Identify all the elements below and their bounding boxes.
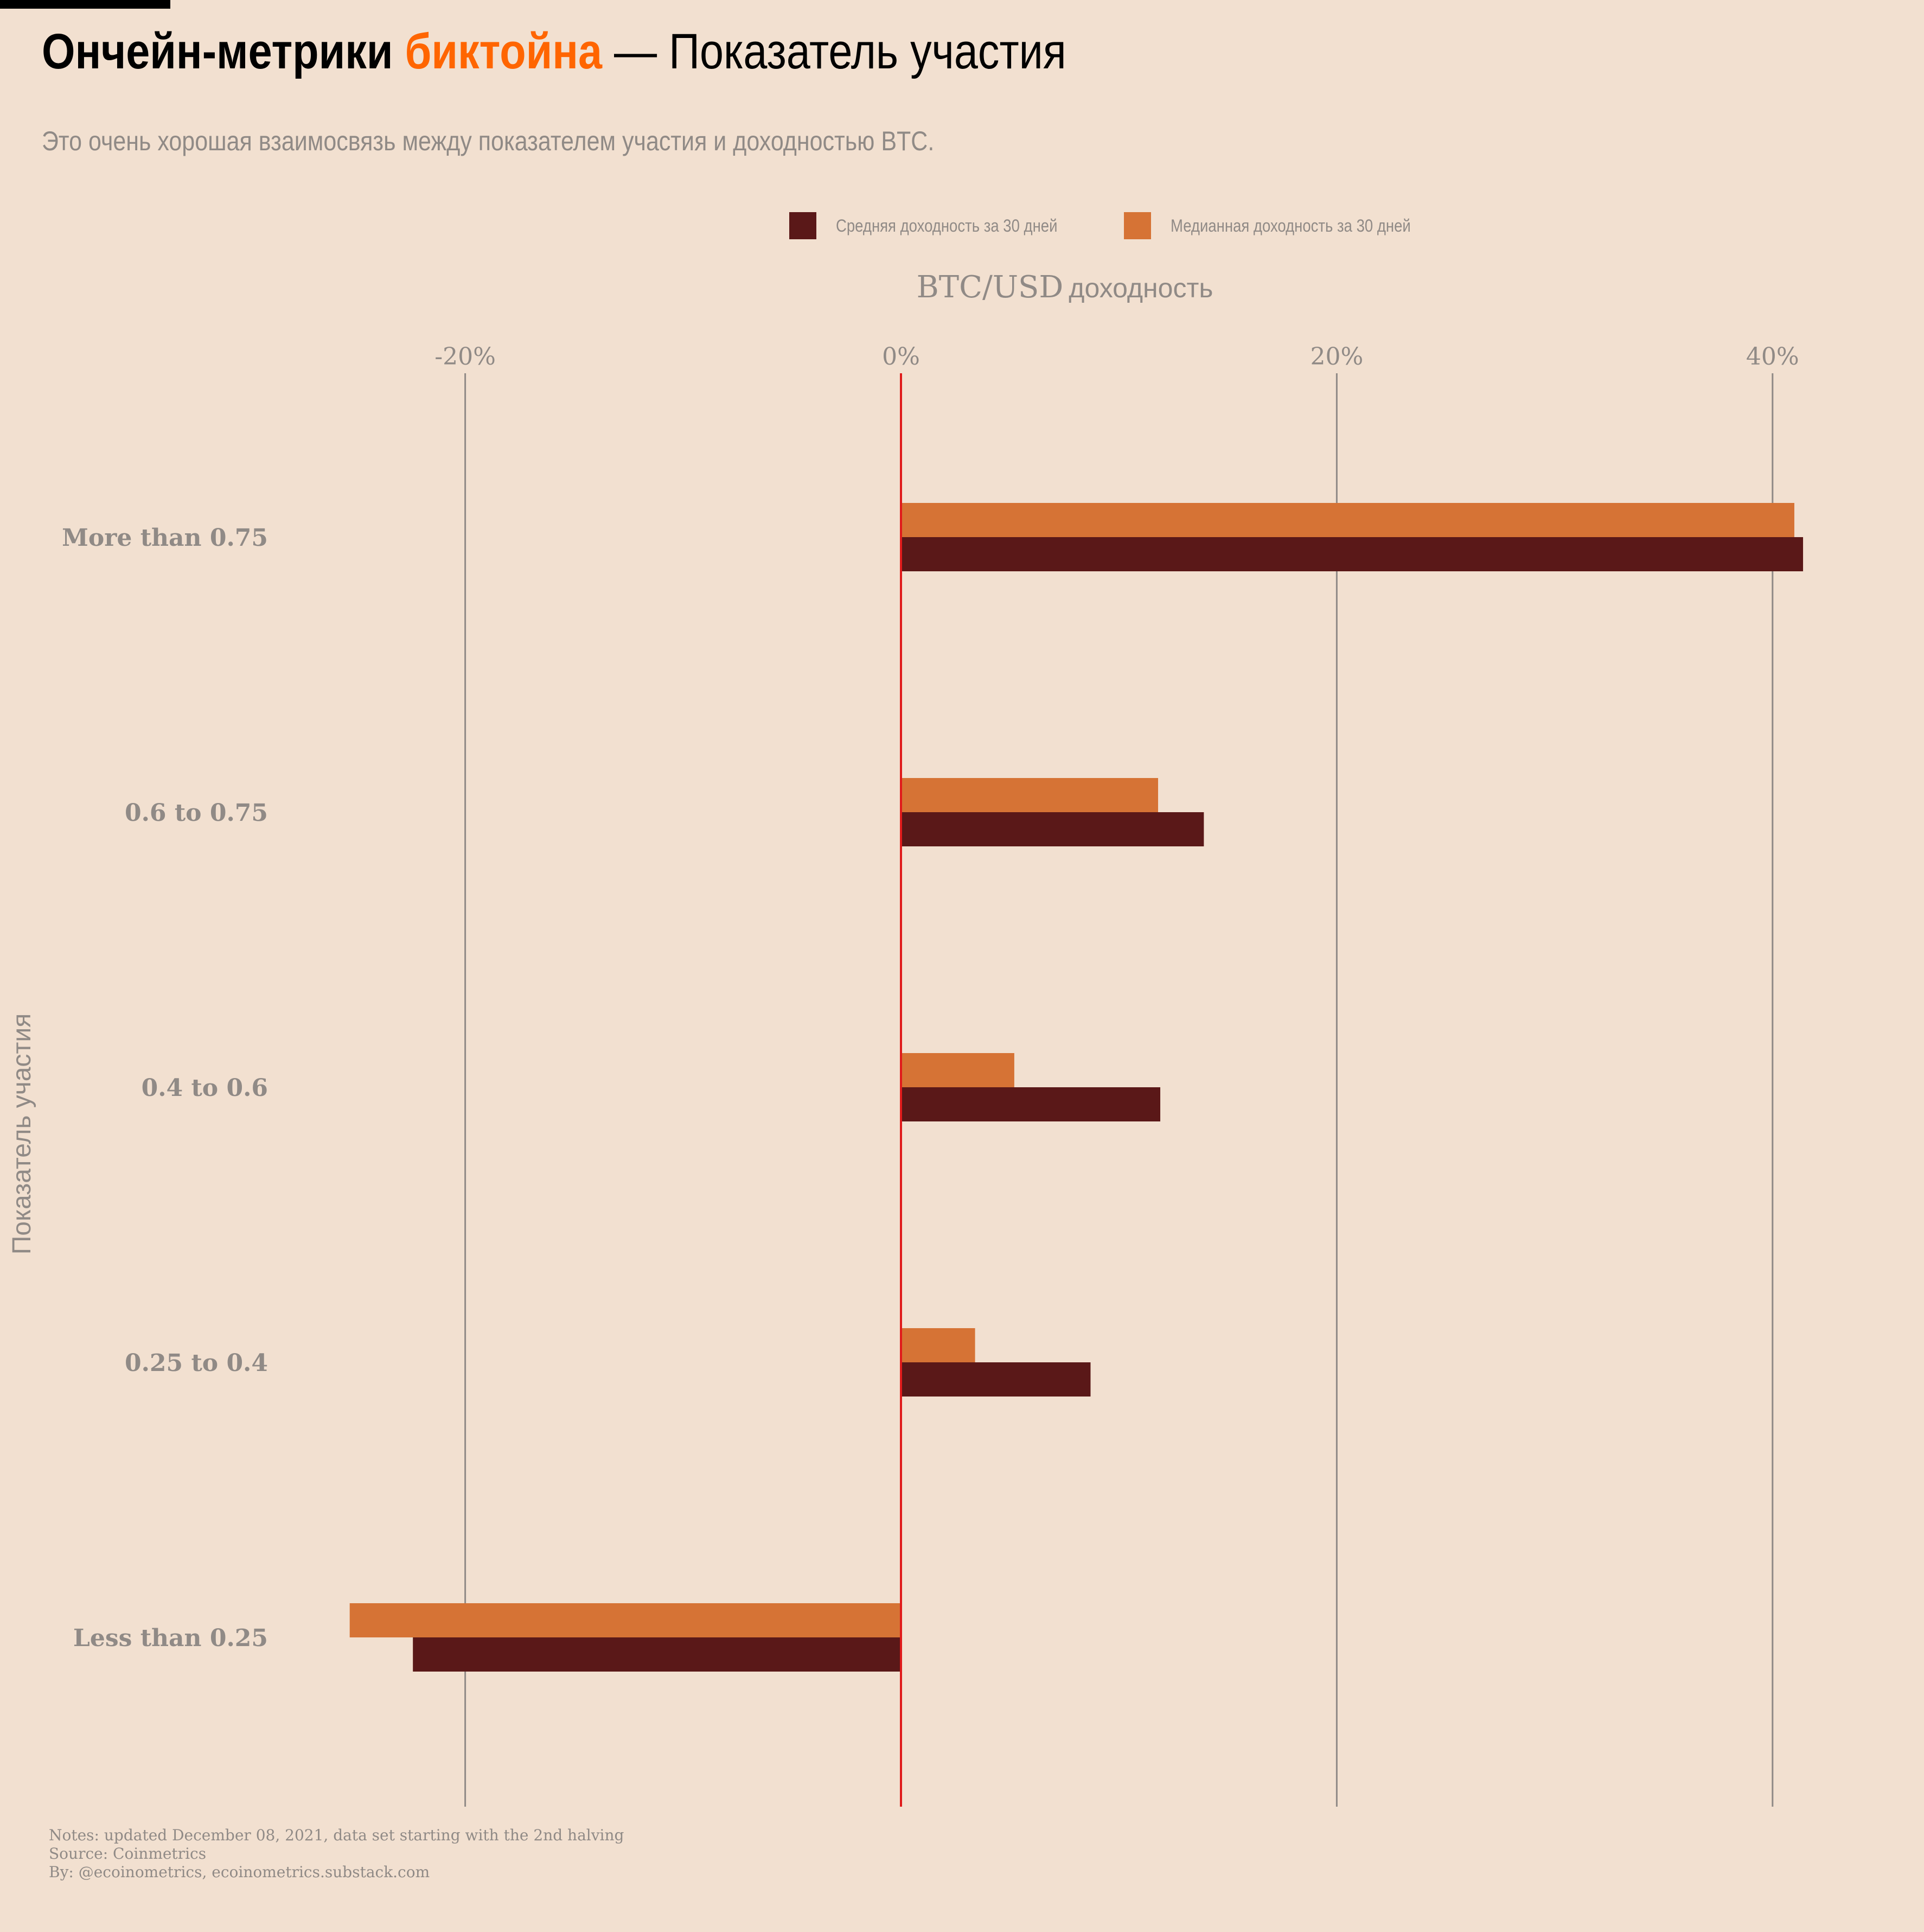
title-part-topic: — Показатель участия xyxy=(602,24,1066,79)
bars xyxy=(349,503,1804,1672)
title-part-bitcoin: биктойна xyxy=(405,24,603,79)
bar-median xyxy=(349,1603,901,1637)
category-label: Less than 0.25 xyxy=(73,1624,268,1652)
legend-item-mean: Средняя доходность за 30 дней xyxy=(789,212,1094,239)
bar-median xyxy=(901,1053,1014,1087)
title-part-metrics: Ончейн-метрики xyxy=(42,24,405,79)
top-accent-bar xyxy=(0,0,170,9)
page-subtitle: Это очень хорошая взаимосвязь между пока… xyxy=(42,126,935,156)
x-tick-label: -20% xyxy=(434,343,496,371)
x-tick-label: 0% xyxy=(882,343,920,371)
category-label: 0.25 to 0.4 xyxy=(125,1349,268,1377)
category-label: 0.6 to 0.75 xyxy=(125,799,268,827)
category-label: 0.4 to 0.6 xyxy=(142,1074,268,1102)
footer-by-line: By: @ecoinometrics, ecoinometrics.substa… xyxy=(49,1863,430,1881)
bar-mean xyxy=(901,812,1204,846)
bar-mean xyxy=(901,1362,1091,1397)
legend-label-median: Медианная доходность за 30 дней xyxy=(1170,215,1411,235)
chart-legend: Средняя доходность за 30 дней Медианная … xyxy=(789,211,1480,241)
legend-label-mean: Средняя доходность за 30 дней xyxy=(836,215,1058,235)
x-axis-title-suffix: доходность xyxy=(1069,273,1213,303)
legend-swatch-median xyxy=(1123,212,1151,239)
x-axis-title-main: BTC/USD xyxy=(917,270,1064,305)
footer-notes-line: Notes: updated December 08, 2021, data s… xyxy=(49,1826,624,1844)
bar-median xyxy=(901,1328,975,1362)
bar-mean xyxy=(413,1637,901,1672)
bar-mean xyxy=(901,1087,1161,1121)
page-title: Ончейн-метрики биктойна — Показатель уча… xyxy=(42,19,1066,84)
x-tick-label: 20% xyxy=(1311,343,1364,371)
gridlines xyxy=(464,373,1774,1807)
footer-source-line: Source: Coinmetrics xyxy=(49,1845,207,1863)
bar-median xyxy=(901,778,1159,812)
footer-notes: Notes: updated December 08, 2021, data s… xyxy=(49,1826,624,1882)
category-label: More than 0.75 xyxy=(62,524,268,552)
axis-labels: BTC/USD доходность Показатель участия -20… xyxy=(8,270,1799,1652)
bar-median xyxy=(901,503,1794,537)
legend-swatch-mean xyxy=(789,212,816,239)
legend-item-median: Медианная доходность за 30 дней xyxy=(1123,212,1450,239)
x-tick-label: 40% xyxy=(1746,343,1799,371)
x-axis-title: BTC/USD доходность xyxy=(917,270,1213,305)
bar-mean xyxy=(901,537,1804,571)
y-axis-title: Показатель участия xyxy=(8,1013,36,1254)
